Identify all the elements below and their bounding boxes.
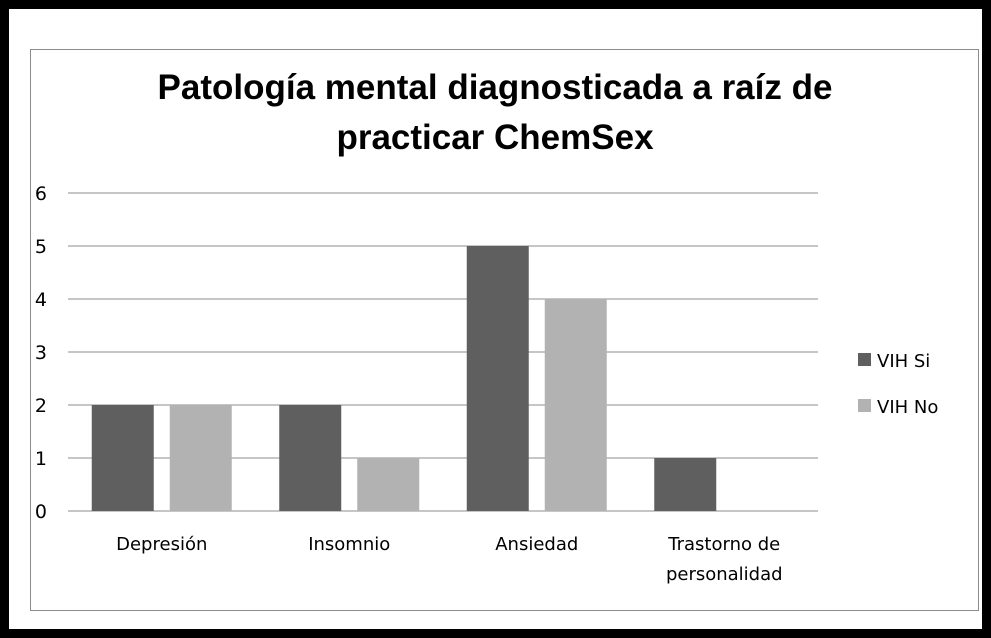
x-category-label: personalidad: [666, 564, 783, 585]
bar-vih-si-2: [466, 246, 529, 511]
legend-label: VIH Si: [877, 351, 930, 372]
chart-title: Patología mental diagnosticada a raíz de…: [158, 68, 833, 157]
bar-vih-no-0: [169, 405, 232, 511]
bar-vih-si-3: [654, 458, 717, 511]
y-tick-label: 5: [35, 236, 47, 258]
y-tick-label: 6: [35, 183, 47, 205]
x-category-label: Depresión: [116, 534, 207, 555]
y-axis-tick-labels: 0 1 2 3 4 5 6: [35, 183, 47, 523]
y-tick-label: 4: [35, 289, 47, 311]
bar-vih-si-0: [91, 405, 154, 511]
legend-swatch: [858, 399, 871, 412]
legend: VIH Si VIH No: [858, 351, 938, 418]
legend-swatch: [858, 353, 871, 366]
y-tick-label: 3: [35, 342, 47, 364]
bar-vih-no-1: [357, 458, 420, 511]
bars: [91, 246, 717, 511]
x-category-label: Trastorno de: [667, 534, 780, 555]
bar-vih-no-2: [544, 299, 607, 511]
y-tick-label: 0: [35, 501, 47, 523]
x-category-label: Ansiedad: [495, 534, 578, 555]
y-tick-label: 1: [35, 448, 47, 470]
bar-vih-si-1: [279, 405, 342, 511]
chart-title-line-1: Patología mental diagnosticada a raíz de: [158, 68, 833, 107]
legend-label: VIH No: [877, 397, 938, 418]
x-axis-category-labels: Depresión Insomnio Ansiedad Trastorno de per…: [116, 534, 782, 585]
x-category-label: Insomnio: [308, 534, 390, 555]
y-tick-label: 2: [35, 395, 47, 417]
chart-title-line-2: practicar ChemSex: [336, 118, 654, 157]
